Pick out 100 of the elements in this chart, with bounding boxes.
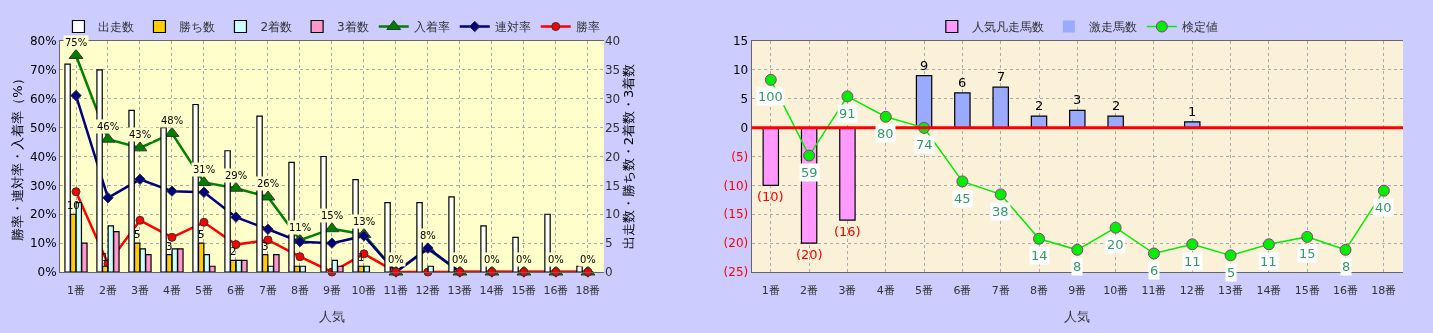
data-label: 59: [801, 165, 818, 180]
data-label: 1: [358, 252, 365, 263]
x-tick-label: 6番: [226, 284, 245, 298]
x-tick-label: 18番: [575, 284, 601, 298]
x-tick-label: 5番: [194, 284, 213, 298]
point: [764, 73, 777, 86]
y-tick-label: 10: [732, 63, 749, 78]
bar: [992, 86, 1009, 129]
data-label: 3: [166, 241, 173, 252]
point: [1071, 243, 1084, 256]
bar: [954, 92, 971, 129]
x-tick-label: 15番: [1294, 284, 1320, 298]
x-tick-label: 9番: [322, 284, 341, 298]
y-tick-label: 0: [740, 120, 749, 135]
point: [1339, 243, 1352, 256]
bar: [839, 127, 856, 221]
point: [326, 237, 338, 249]
x-tick-label: 16番: [1333, 284, 1359, 298]
point: [295, 252, 305, 262]
data-label: 14: [1031, 248, 1048, 263]
x-tick-label: 5番: [915, 284, 934, 298]
point: [1224, 249, 1237, 262]
point: [71, 187, 81, 197]
data-label: 3: [1073, 92, 1082, 107]
point: [1109, 221, 1122, 234]
legend-label: 勝ち数: [179, 20, 216, 35]
legend-label: 入着率: [413, 20, 450, 35]
y-tick-label: 20%: [29, 207, 57, 222]
data-label: 74: [916, 137, 933, 152]
point: [135, 215, 145, 225]
point: [198, 186, 210, 199]
point: [1301, 230, 1314, 243]
y2-tick-label: 20: [604, 149, 621, 164]
y2-tick-label: 35: [604, 63, 621, 78]
data-label: 8: [1342, 259, 1351, 274]
y-tick-label: 80%: [29, 34, 57, 49]
x-tick-label: 3番: [130, 284, 149, 298]
point: [841, 90, 854, 103]
point: [134, 173, 146, 186]
data-label: 100: [758, 89, 783, 104]
point: [803, 149, 816, 162]
y-axis-title: 勝率・連対率・入着率（%）: [9, 72, 25, 241]
data-label: 13%: [353, 216, 376, 227]
y2-tick-label: 5: [604, 236, 613, 251]
x-tick-label: 10番: [351, 284, 377, 298]
data-label: 1: [102, 252, 109, 263]
x-tick-label: 16番: [543, 284, 569, 298]
data-label: 0%: [548, 254, 564, 265]
legend-label: 激走馬数: [1088, 20, 1137, 35]
x-tick-label: 14番: [1256, 284, 1282, 298]
bar: [427, 265, 434, 272]
y2-tick-label: 25: [604, 120, 621, 135]
data-label: 6: [1150, 263, 1159, 278]
x-tick-label: 9番: [1068, 284, 1087, 298]
x-tick-label: 1番: [761, 284, 780, 298]
data-label: 0%: [452, 254, 468, 265]
point: [70, 89, 82, 102]
x-tick-label: 8番: [1030, 284, 1049, 298]
x-tick-label: 2番: [98, 284, 117, 298]
x-tick-label: 4番: [162, 284, 181, 298]
data-label: 31%: [193, 164, 216, 175]
x-tick-label: 13番: [1218, 284, 1244, 298]
y-tick-label: 50%: [29, 120, 57, 135]
data-label: 43%: [129, 129, 152, 140]
x-tick-label: 1番: [67, 284, 85, 298]
y-tick-label: 0%: [37, 265, 57, 280]
data-label: 40: [1375, 200, 1392, 215]
y-tick-label: 70%: [29, 63, 57, 78]
y-tick-label: 60%: [29, 91, 57, 106]
data-label: 5: [1227, 265, 1236, 280]
data-label: 38: [992, 204, 1009, 219]
point: [879, 110, 892, 123]
data-label: 8: [1073, 259, 1082, 274]
x-axis-title: 人気: [1064, 308, 1091, 324]
x-tick-label: 12番: [415, 284, 441, 298]
x-tick-label: 11番: [1141, 284, 1167, 298]
legend-label: 人気凡走馬数: [971, 20, 1044, 35]
x-tick-label: 11番: [383, 284, 409, 298]
legend-label: 3着数: [337, 20, 369, 35]
y-tick-label: (20): [723, 236, 749, 251]
y-tick-label: 10%: [29, 236, 57, 251]
data-label: 6: [958, 75, 967, 90]
point: [1377, 184, 1390, 197]
data-label: 7: [997, 69, 1006, 84]
point: [1033, 232, 1046, 245]
y2-tick-label: 40: [604, 34, 621, 49]
x-tick-label: 7番: [991, 284, 1010, 298]
x-tick-label: 14番: [479, 284, 505, 298]
x-tick-label: 10番: [1103, 284, 1129, 298]
x-tick-label: 7番: [258, 284, 277, 298]
data-label: 75%: [65, 37, 88, 48]
point: [262, 223, 274, 235]
y-tick-label: 5: [740, 91, 749, 106]
legend-label: 2着数: [260, 20, 293, 35]
data-label: 2: [1112, 98, 1121, 113]
data-label: 9: [920, 58, 929, 73]
y-tick-label: 15: [732, 34, 749, 49]
x-tick-label: 6番: [953, 284, 972, 298]
data-label: 2: [1035, 98, 1044, 113]
x-tick-label: 12番: [1179, 284, 1205, 298]
